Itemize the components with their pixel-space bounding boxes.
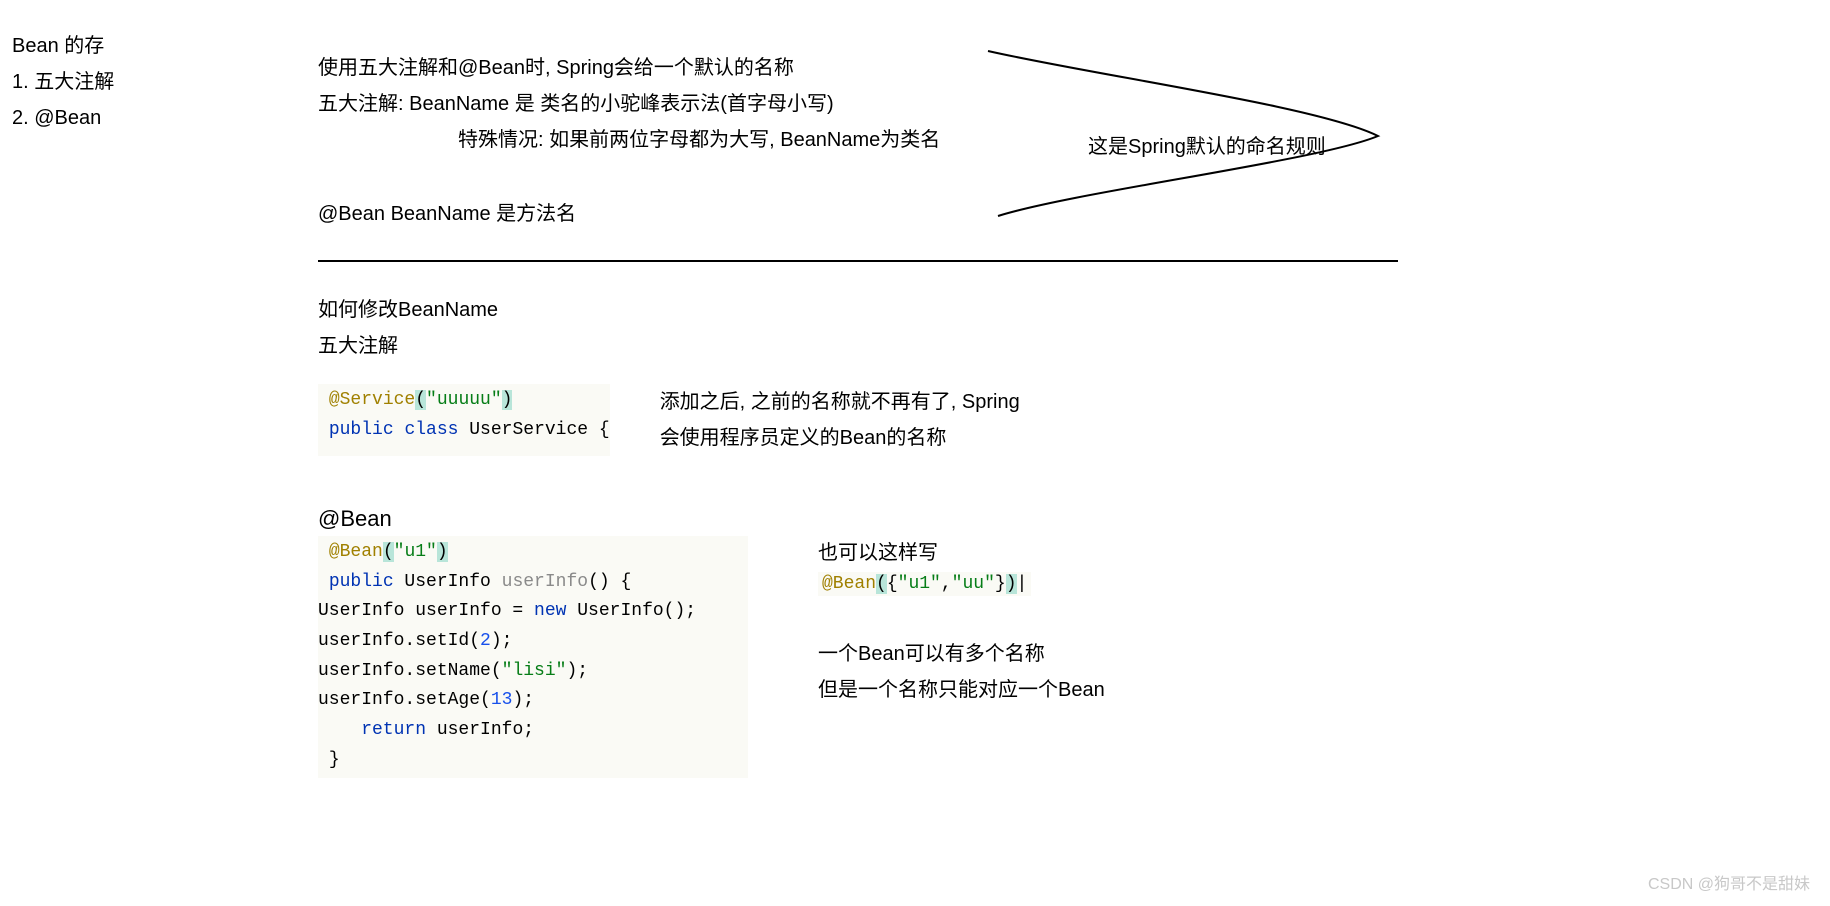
l6b: ); [512, 690, 534, 710]
class-name: UserService { [458, 420, 609, 440]
code-b-line-3: UserInfo userInfo = new UserInfo(); [318, 597, 748, 627]
num-2: 2 [480, 631, 491, 651]
str-u1b: "u1" [898, 574, 941, 594]
sidebar-item-2: 2. @Bean [12, 100, 114, 136]
anno-bean: @Bean [329, 542, 383, 562]
hl-open2: ( [383, 542, 394, 562]
kw-public2: public [329, 572, 394, 592]
section-bean: @Bean @Bean("u1") public UserInfo userIn… [318, 506, 1790, 778]
l7b: userInfo; [426, 720, 534, 740]
hl-close3: ) [1006, 574, 1017, 594]
str-u1: "u1" [394, 542, 437, 562]
main-content: 使用五大注解和@Bean时, Spring会给一个默认的名称 五大注解: Bea… [318, 50, 1790, 778]
code-line-2: public class UserService { [318, 416, 610, 446]
sec3-gap: 一个Bean可以有多个名称 但是一个名称只能对应一个Bean [818, 636, 1105, 708]
code-b-line-4: userInfo.setId(2); [318, 627, 748, 657]
num-13: 13 [491, 690, 513, 710]
l3a: UserInfo userInfo = [318, 601, 534, 621]
kw-return: return [318, 720, 426, 740]
watermark: CSDN @狗哥不是甜妹 [1648, 870, 1810, 894]
sec2-desc-1: 添加之后, 之前的名称就不再有了, Spring [660, 384, 1020, 420]
method-name: userInfo [502, 572, 588, 592]
sidebar: Bean 的存 1. 五大注解 2. @Bean [12, 28, 114, 136]
section-rename: 如何修改BeanName 五大注解 @Service("uuuuu") publ… [318, 292, 1790, 456]
brace-close: } [995, 574, 1006, 594]
top-section: 使用五大注解和@Bean时, Spring会给一个默认的名称 五大注解: Bea… [318, 50, 1790, 232]
kw-public: public [329, 420, 394, 440]
hl-open3: ( [876, 574, 887, 594]
l3b: UserInfo(); [566, 601, 696, 621]
code-bean-multi: @Bean({"u1","uu"})| [818, 572, 1031, 596]
l8: } [329, 750, 340, 770]
code-b-line-2: public UserInfo userInfo() { [318, 568, 748, 598]
code-b-line-6: userInfo.setAge(13); [318, 686, 748, 716]
hl-open: ( [415, 390, 426, 410]
code-line-1: @Service("uuuuu") [318, 386, 610, 416]
method-rest: () { [588, 572, 631, 592]
code-service: @Service("uuuuu") public class UserServi… [318, 384, 610, 456]
code-bean: @Bean("u1") public UserInfo userInfo() {… [318, 536, 748, 778]
sec3-row: @Bean("u1") public UserInfo userInfo() {… [318, 536, 1790, 778]
l4a: userInfo.setId( [318, 631, 480, 651]
sec2-desc-2: 会使用程序员定义的Bean的名称 [660, 420, 1020, 456]
l5b: ); [566, 661, 588, 681]
comma: , [941, 574, 952, 594]
code-b-line-5: userInfo.setName("lisi"); [318, 657, 748, 687]
sidebar-title: Bean 的存 [12, 28, 114, 64]
ret-type: UserInfo [394, 572, 502, 592]
cursor-pipe: | [1017, 574, 1028, 594]
kw-new: new [534, 601, 566, 621]
sec3-gap-1: 一个Bean可以有多个名称 [818, 636, 1105, 672]
sec3-label1: 也可以这样写 [818, 536, 1105, 565]
sec3-right: 也可以这样写 @Bean({"u1","uu"})| 一个Bean可以有多个名称… [818, 536, 1105, 778]
str-uuuuu: "uuuuu" [426, 390, 502, 410]
hl-close2: ) [437, 542, 448, 562]
sec2-desc: 添加之后, 之前的名称就不再有了, Spring 会使用程序员定义的Bean的名… [660, 384, 1020, 456]
code-b-line-7: return userInfo; [318, 716, 748, 746]
hl-close: ) [502, 390, 513, 410]
l5a: userInfo.setName( [318, 661, 502, 681]
anno-service: @Service [329, 390, 415, 410]
anno-bean2: @Bean [822, 574, 876, 594]
sec2-title-1: 如何修改BeanName [318, 292, 1790, 328]
sec3-title: @Bean [318, 506, 1790, 532]
brace-open: { [887, 574, 898, 594]
code-b-line-8: } [318, 746, 748, 776]
divider [318, 260, 1398, 262]
str-uu: "uu" [952, 574, 995, 594]
l6a: userInfo.setAge( [318, 690, 491, 710]
code-b-line-1: @Bean("u1") [318, 538, 748, 568]
sec2-title-2: 五大注解 [318, 328, 1790, 364]
sidebar-item-1: 1. 五大注解 [12, 64, 114, 100]
callout-text: 这是Spring默认的命名规则 [1088, 130, 1326, 159]
sec2-row: @Service("uuuuu") public class UserServi… [318, 384, 1790, 456]
l4b: ); [491, 631, 513, 651]
str-lisi: "lisi" [502, 661, 567, 681]
sec3-gap-2: 但是一个名称只能对应一个Bean [818, 672, 1105, 708]
kw-class: class [404, 420, 458, 440]
